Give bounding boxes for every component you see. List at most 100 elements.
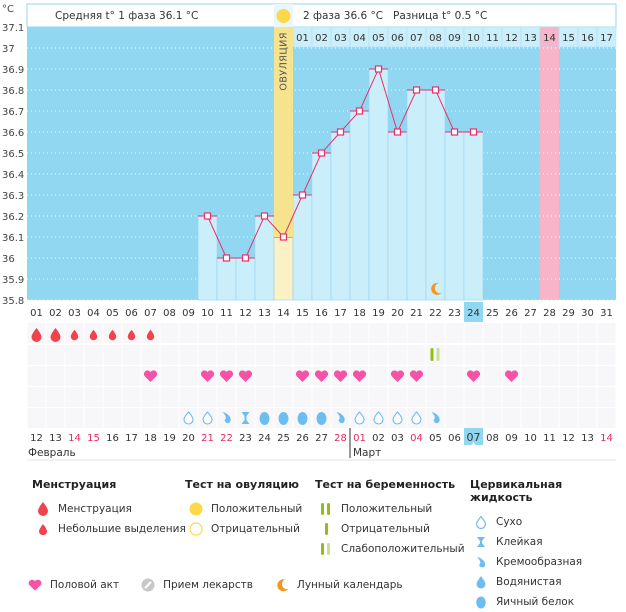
- marker-cell: [27, 366, 46, 386]
- marker-cell: [46, 387, 65, 407]
- y-tick-label: 36.9: [2, 65, 24, 76]
- calendar-date-label: 24: [258, 433, 271, 444]
- cycle-day-label: 25: [486, 308, 499, 319]
- calendar-date-label: 03: [391, 433, 404, 444]
- marker-cell: [179, 323, 198, 343]
- heart-icon: [238, 370, 253, 382]
- month-label: Февраль: [28, 447, 76, 459]
- calendar-date-label: 08: [486, 433, 499, 444]
- phase2-average: 2 фаза 36.6 °C: [303, 10, 383, 22]
- calendar-date-label: 20: [182, 433, 195, 444]
- marker-cell: [198, 387, 217, 407]
- marker-cell: [65, 366, 84, 386]
- cycle-day-label: 22: [429, 308, 442, 319]
- bbt-chart: °C Средняя t° 1 фаза 36.1 °C 2 фаза 36.6 °…: [2, 3, 617, 461]
- marker-cell: [122, 366, 141, 386]
- marker-cell: [483, 323, 502, 343]
- marker-cell: [312, 345, 331, 365]
- marker-cell: [103, 345, 122, 365]
- small-blood-drop-icon: [146, 329, 155, 341]
- cycle-day-label: 30: [581, 308, 594, 319]
- temperature-bar: [311, 152, 332, 301]
- marker-cell: [274, 366, 293, 386]
- fluid-eggwhite-icon: [316, 412, 327, 425]
- fluid-creamy-icon: [470, 555, 492, 569]
- calendar-date-label: 21: [201, 433, 214, 444]
- y-tick-label: 35.8: [2, 296, 24, 307]
- phase2-day-number: 09: [448, 33, 461, 44]
- phase2-day-number: 06: [391, 33, 404, 44]
- legend-item: Сухо: [470, 512, 626, 532]
- marker-cell: [84, 408, 103, 428]
- test-negative-icon: [315, 522, 337, 536]
- legend-label: Клейкая: [496, 536, 543, 548]
- legend-item: Положительный: [315, 499, 465, 519]
- temperature-bar: [197, 215, 218, 301]
- calendar-date-label: 11: [543, 433, 556, 444]
- marker-cell: [521, 366, 540, 386]
- calendar-date-label: 17: [125, 433, 138, 444]
- calendar-date-label: 27: [315, 433, 328, 444]
- marker-cell: [597, 366, 616, 386]
- test-weak-positive-icon: [315, 542, 337, 556]
- fluid-dry-icon: [470, 515, 492, 529]
- small-blood-drop-icon: [70, 329, 79, 341]
- fluid-dry-icon: [411, 411, 422, 425]
- marker-cell: [502, 408, 521, 428]
- marker-cell: [426, 387, 445, 407]
- marker-cell: [236, 387, 255, 407]
- legend-label: Положительный: [211, 503, 303, 515]
- legend-label: Половой акт: [50, 579, 120, 591]
- blood-drop-icon: [50, 328, 61, 342]
- today-day-highlight: [464, 302, 483, 322]
- legend-item: Менструация: [32, 499, 186, 519]
- cycle-day-label: 23: [448, 308, 461, 319]
- test-positive-icon: [315, 502, 337, 516]
- fluid-dry-icon: [202, 411, 213, 425]
- marker-cell: [312, 323, 331, 343]
- moon-icon: [275, 578, 289, 592]
- marker-cell: [597, 323, 616, 343]
- legend-label: Прием лекарств: [163, 579, 253, 591]
- legend-item: Прием лекарств: [141, 578, 253, 592]
- marker-cell: [27, 387, 46, 407]
- legend-label: Небольшие выделения: [58, 523, 186, 535]
- heart-icon: [314, 370, 329, 382]
- temperature-point: [374, 65, 383, 73]
- cycle-day-label: 13: [258, 308, 271, 319]
- cycle-day-label: 11: [220, 308, 233, 319]
- cycle-day-label: 27: [524, 308, 537, 319]
- legend-label: Кремообразная: [496, 556, 583, 568]
- marker-cell: [217, 345, 236, 365]
- marker-cell: [84, 366, 103, 386]
- calendar-date-label: 14: [68, 433, 81, 444]
- moon-icon: [431, 282, 442, 295]
- marker-cell: [445, 387, 464, 407]
- calendar-date-label: 12: [30, 433, 43, 444]
- marker-cell: [426, 366, 445, 386]
- marker-cell: [198, 323, 217, 343]
- calendar-date-label: 07: [467, 431, 481, 444]
- marker-cell: [578, 345, 597, 365]
- marker-cell: [179, 387, 198, 407]
- marker-cell: [445, 323, 464, 343]
- marker-cell: [236, 345, 255, 365]
- temperature-bar: [444, 131, 465, 301]
- marker-cell: [293, 345, 312, 365]
- phase2-day-number: 13: [524, 33, 537, 44]
- fluid-sticky-icon: [241, 412, 250, 424]
- marker-cell: [388, 345, 407, 365]
- fluid-dry-icon: [183, 411, 194, 425]
- small-blood-drop-icon: [89, 329, 98, 341]
- heart-icon: [219, 370, 234, 382]
- legend-item: Яичный белок: [470, 592, 626, 612]
- fluid-eggwhite-icon: [278, 412, 289, 425]
- y-tick-label: 36.7: [2, 107, 24, 118]
- marker-cell: [407, 323, 426, 343]
- phase2-day-number: 04: [353, 33, 366, 44]
- temperature-point: [336, 128, 345, 136]
- legend-label: Положительный: [341, 503, 433, 515]
- y-unit-label: °C: [2, 4, 14, 15]
- y-tick-label: 36.4: [2, 170, 24, 181]
- heart-icon: [295, 370, 310, 382]
